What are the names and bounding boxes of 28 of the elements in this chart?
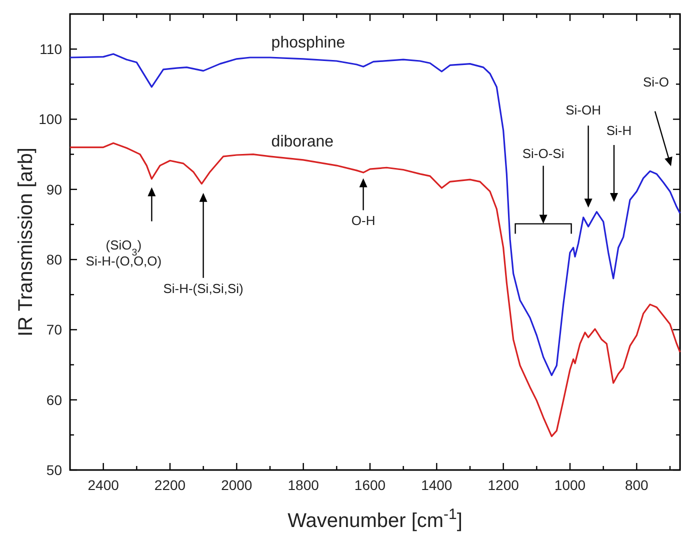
x-tick-label: 1200 [488, 477, 520, 493]
x-tick-label: 1400 [421, 477, 452, 493]
x-tick-label: 800 [624, 477, 649, 493]
y-tick-label: 110 [40, 41, 62, 58]
annotation: Si-H [606, 123, 632, 138]
series-label: phosphine [271, 34, 346, 52]
series-label: diborane [271, 133, 334, 150]
y-axis-title: IR Transmission [arb] [15, 148, 37, 336]
x-tick-label: 1800 [288, 477, 320, 493]
x-tick-label: 2400 [88, 477, 120, 493]
y-tick-label: 70 [46, 322, 62, 338]
x-tick-label: 2200 [154, 477, 186, 493]
x-tick-label: 1600 [354, 477, 386, 493]
y-tick-label: 60 [46, 392, 62, 408]
y-tick-label: 100 [38, 111, 62, 128]
annotation: Si-O-Si [522, 146, 564, 161]
y-tick-label: 90 [46, 181, 62, 198]
y-tick-label: 50 [46, 462, 62, 478]
x-tick-label: 1000 [554, 477, 586, 493]
annotation: Si-OH [566, 102, 601, 118]
annotation: Si-H-(Si,Si,Si) [163, 280, 244, 296]
annotation: Si-O [643, 74, 669, 90]
line-series [69, 53, 681, 376]
x-tick-label: 2000 [221, 477, 252, 493]
annotation: (SiO$_{3}$) Si-H-(O,O,O) [86, 237, 162, 268]
x-axis-title: Wavenumber [cm$^{-1}$] [288, 506, 462, 532]
annotation: O-H [351, 213, 376, 228]
y-tick-label: 80 [46, 252, 62, 268]
